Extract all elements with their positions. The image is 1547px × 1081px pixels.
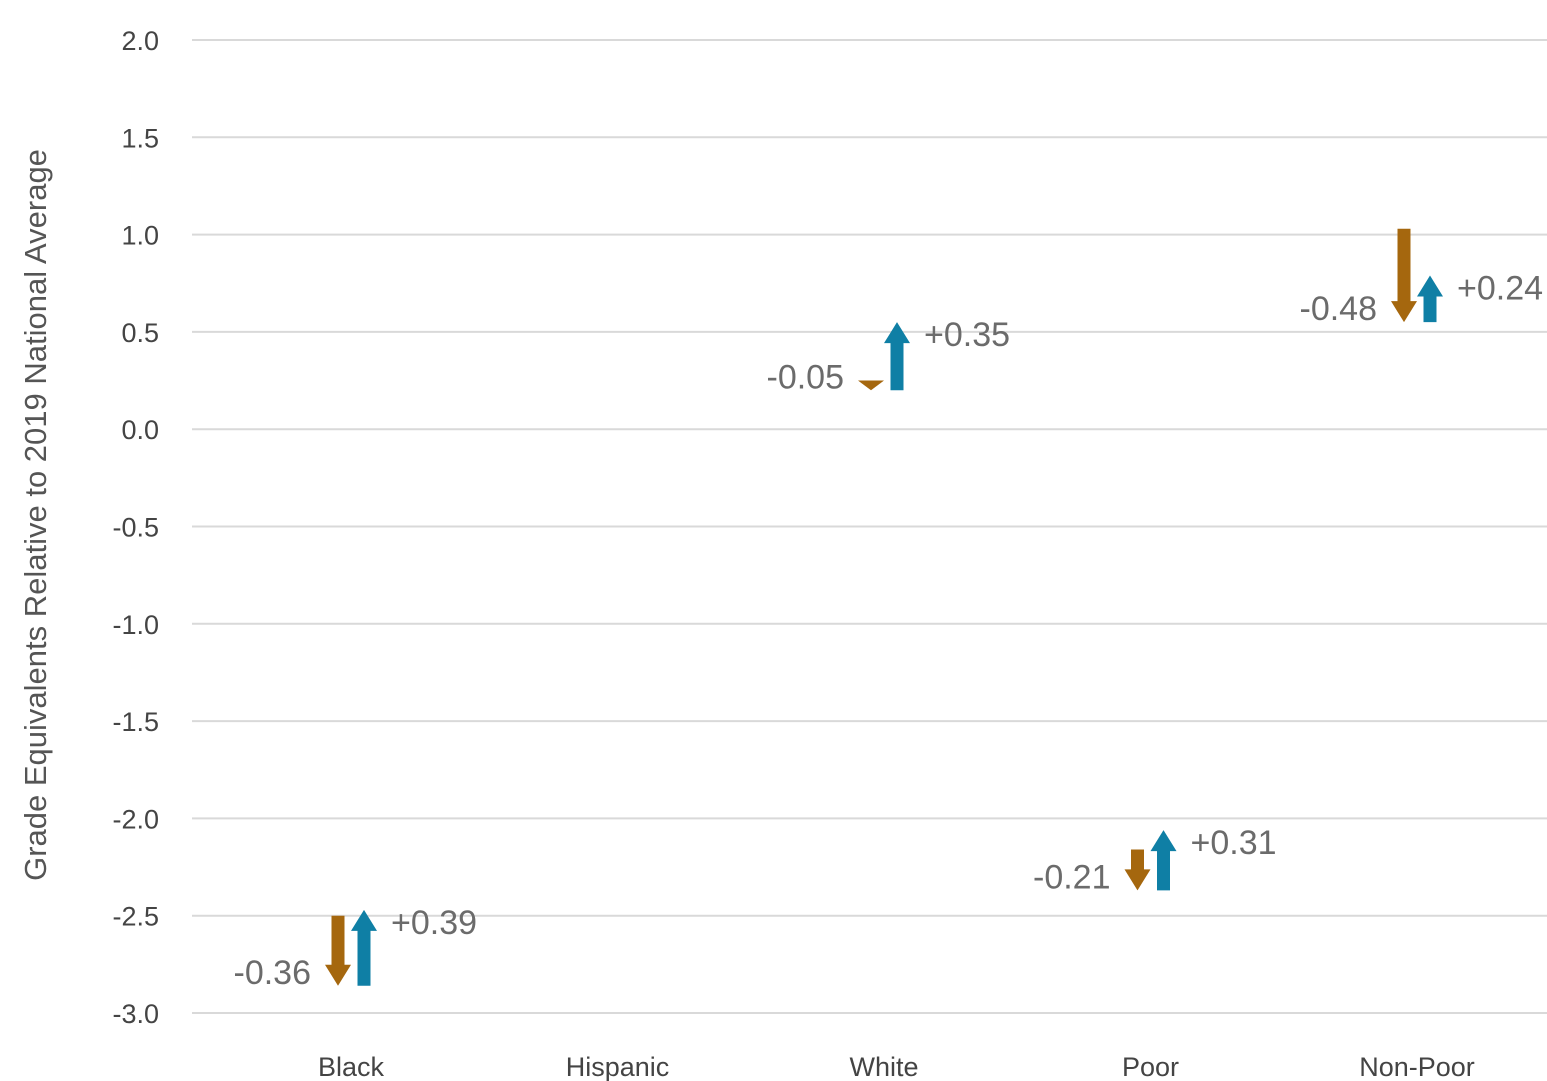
data-label-black-down: -0.36 — [234, 954, 312, 992]
data-label-poor-down: -0.21 — [1033, 858, 1111, 896]
y-tick-label: 1.0 — [121, 221, 159, 251]
data-label-non-poor-down: -0.48 — [1300, 290, 1378, 328]
y-axis-title: Grade Equivalents Relative to 2019 Natio… — [18, 149, 53, 881]
arrow-marks — [325, 228, 1443, 986]
up-arrow-poor — [1150, 830, 1177, 891]
category-label-white: White — [849, 1052, 918, 1081]
x-axis-category-labels: Black Hispanic White Poor Non-Poor — [318, 1052, 1475, 1081]
y-tick-label: -1.0 — [112, 610, 159, 640]
y-tick-label: -3.0 — [112, 999, 159, 1029]
up-arrow-black — [351, 909, 377, 986]
down-arrow-poor — [1124, 849, 1151, 891]
down-arrow-black — [325, 915, 351, 986]
category-label-non-poor: Non-Poor — [1359, 1052, 1475, 1081]
up-arrow-white — [884, 322, 910, 391]
up-arrow-non-poor — [1417, 275, 1443, 323]
y-tick-label: -0.5 — [112, 513, 159, 543]
data-label-white-up: +0.35 — [924, 316, 1010, 354]
y-tick-label: 2.0 — [121, 26, 159, 56]
y-tick-label: 0.0 — [121, 415, 159, 445]
category-label-hispanic: Hispanic — [566, 1052, 670, 1081]
down-arrow-white — [858, 380, 884, 391]
category-label-black: Black — [318, 1052, 385, 1081]
gridlines — [192, 39, 1547, 1014]
y-tick-label: -1.5 — [112, 707, 159, 737]
y-tick-label: 1.5 — [121, 123, 159, 153]
y-tick-label: -2.5 — [112, 902, 159, 932]
y-axis-tick-labels: 2.0 1.5 1.0 0.5 0.0 -0.5 -1.0 -1.5 -2.0 -2.5 -3.0 — [112, 26, 159, 1029]
data-labels: -0.36 -0.05 -0.21 -0.48 +0.39 +0.35 +0.31 +0.24 — [234, 269, 1544, 991]
data-label-non-poor-up: +0.24 — [1457, 269, 1543, 307]
down-arrow-non-poor — [1391, 228, 1417, 323]
data-label-white-down: -0.05 — [767, 358, 845, 396]
y-tick-label: -2.0 — [112, 804, 159, 834]
y-tick-label: 0.5 — [121, 318, 159, 348]
category-label-poor: Poor — [1122, 1052, 1179, 1081]
data-label-poor-up: +0.31 — [1191, 824, 1277, 862]
data-label-black-up: +0.39 — [391, 904, 477, 942]
